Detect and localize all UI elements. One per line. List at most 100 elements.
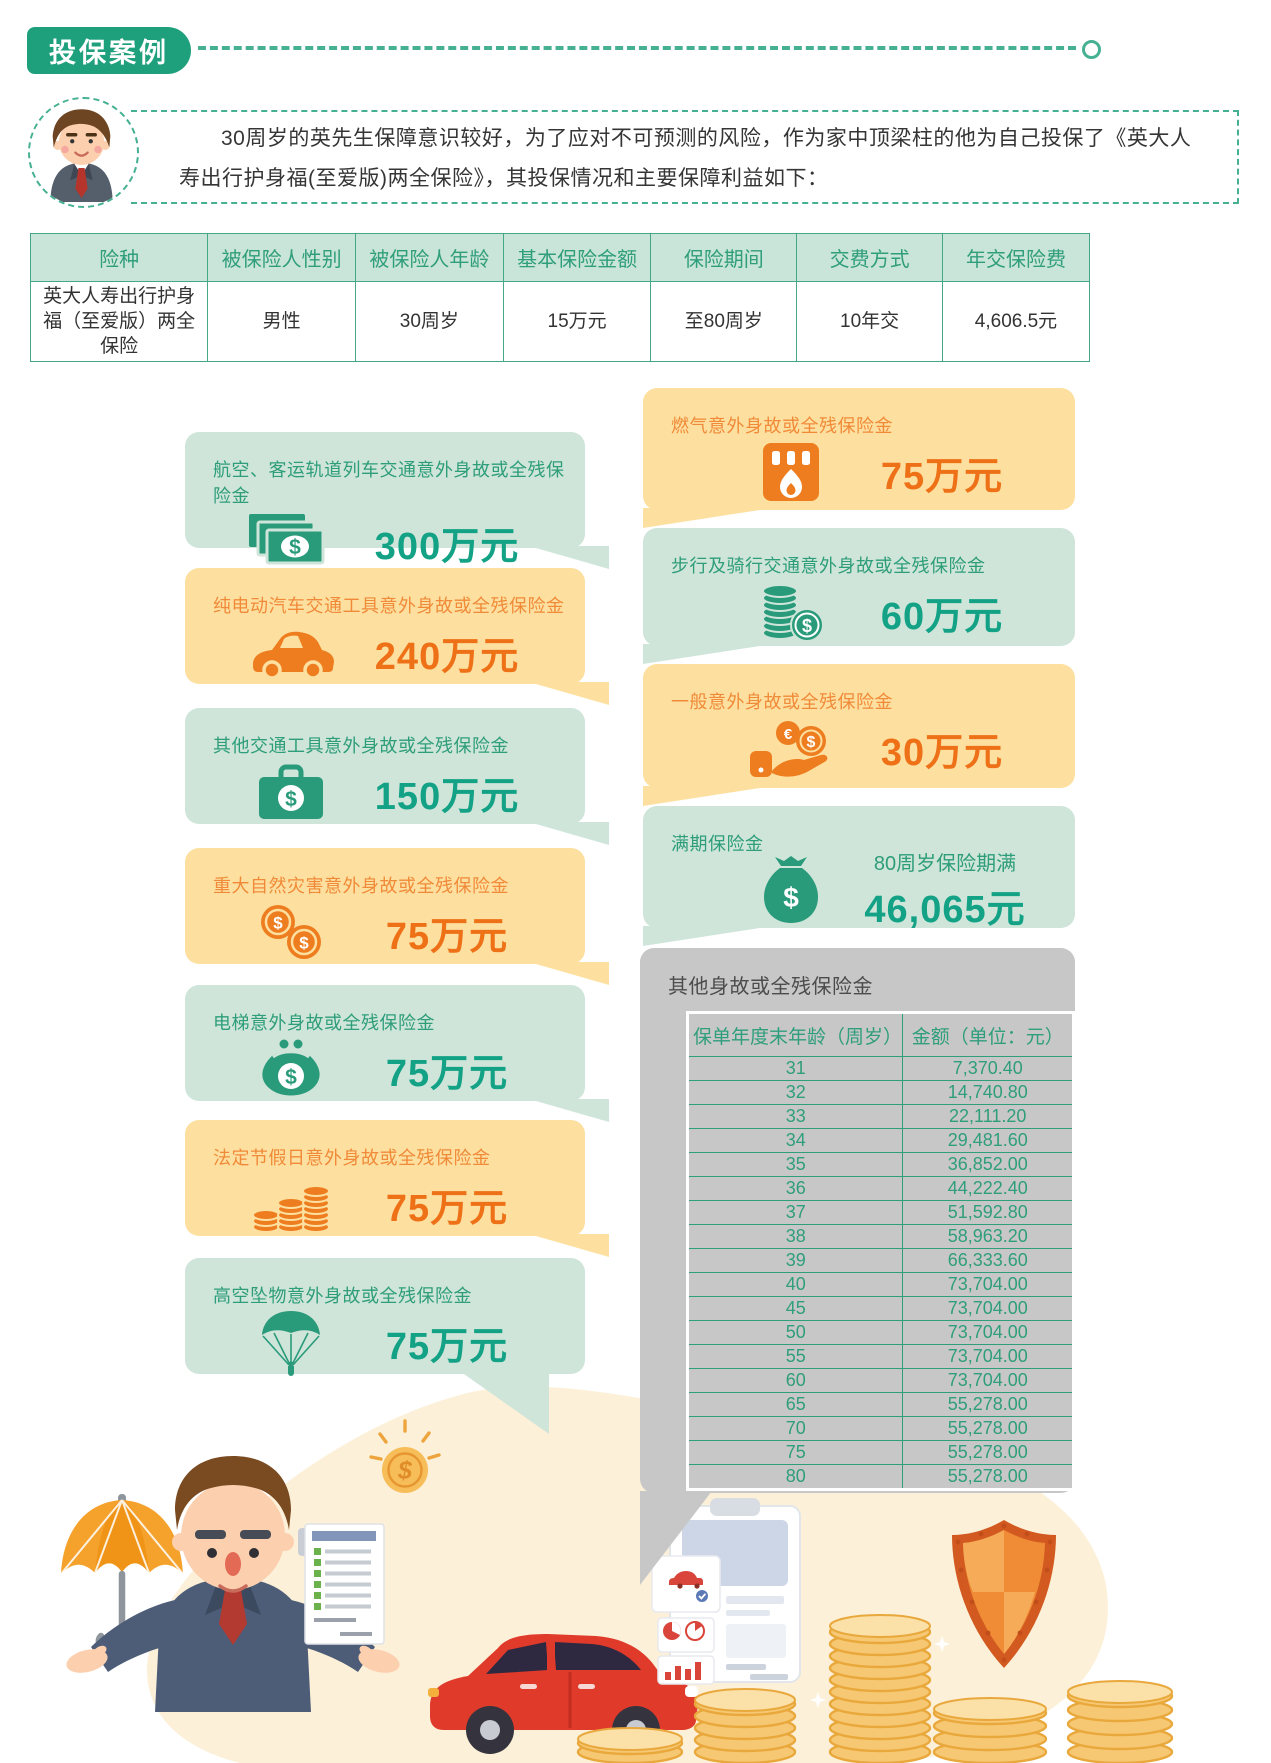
age-amount-table: 保单年度末年龄（周岁） 金额（单位：元） 31 7,370.40 32 14,740.80… xyxy=(686,1011,1075,1491)
age-table-header: 保单年度末年龄（周岁） xyxy=(686,1012,904,1057)
policy-table-data-row: 英大人寿出行护身福（至爱版）两全保险 男性 30周岁 15万元 至80周岁 10年交 4,6… xyxy=(29,281,1091,362)
age-cell: 39 xyxy=(686,1248,904,1273)
amount-cell: 7,370.40 xyxy=(902,1056,1074,1081)
amount-cell: 55,278.00 xyxy=(902,1392,1074,1417)
benefit-card-value: 300万元 xyxy=(374,525,520,568)
policy-column-header: 基本保险金额 xyxy=(502,233,652,282)
age-table-row: 31 7,370.40 xyxy=(686,1056,1074,1081)
age-cell: 33 xyxy=(686,1104,904,1129)
amount-cell: 55,278.00 xyxy=(902,1416,1074,1441)
svg-text:$: $ xyxy=(783,882,799,913)
amount-cell: 55,278.00 xyxy=(902,1464,1074,1490)
policy-column-header: 被保险人年龄 xyxy=(355,233,504,282)
intro-box: 30周岁的英先生保障意识较好，为了应对不可预测的风险，作为家中顶梁柱的他为自己投… xyxy=(131,110,1239,204)
policy-cell: 4,606.5元 xyxy=(941,281,1091,362)
age-cell: 65 xyxy=(686,1392,904,1417)
coin-stacks-icon xyxy=(247,1174,335,1234)
policy-table-header-row: 险种 被保险人性别 被保险人年龄 基本保险金额 保险期间 交费方式 年交保险费 xyxy=(29,233,1091,282)
benefit-card-value: 30万元 xyxy=(880,731,1004,774)
maturity-condition: 80周岁保险期满 xyxy=(873,853,1017,875)
svg-text:$: $ xyxy=(285,788,297,811)
amount-cell: 55,278.00 xyxy=(902,1440,1074,1465)
policy-cell: 15万元 xyxy=(502,281,652,362)
age-table-header: 金额（单位：元） xyxy=(902,1012,1074,1057)
hand-coins-icon: € $ xyxy=(747,715,835,781)
svg-text:$: $ xyxy=(299,934,309,953)
amount-cell: 36,852.00 xyxy=(902,1152,1074,1177)
age-table-row: 75 55,278.00 xyxy=(686,1440,1074,1465)
age-cell: 32 xyxy=(686,1080,904,1105)
age-table-row: 36 44,222.40 xyxy=(686,1176,1074,1201)
gas-heater-icon xyxy=(747,441,835,503)
benefit-card: 法定节假日意外身故或全残保险金 75万元 xyxy=(185,1120,585,1236)
benefit-card: 步行及骑行交通意外身故或全残保险金 $60万元 xyxy=(643,528,1075,646)
age-table-row: 32 14,740.80 xyxy=(686,1080,1074,1105)
benefit-card-value: 75万元 xyxy=(880,455,1004,498)
policy-cell: 英大人寿出行护身福（至爱版）两全保险 xyxy=(29,281,209,362)
svg-text:$: $ xyxy=(802,616,812,636)
amount-cell: 73,704.00 xyxy=(902,1272,1074,1297)
benefit-card-value: 75万元 xyxy=(385,915,509,958)
policy-cell: 30周岁 xyxy=(355,281,504,362)
benefit-card: 高空坠物意外身故或全残保险金 75万元 xyxy=(185,1258,585,1376)
other-benefit-card: 其他身故或全残保险金 保单年度末年龄（周岁） 金额（单位：元） 31 7,370.40 3… xyxy=(640,948,1075,1493)
benefit-card-label: 纯电动汽车交通工具意外身故或全残保险金 xyxy=(213,596,565,616)
benefit-card-label: 航空、客运轨道列车交通意外身故或全残保险金 xyxy=(213,460,565,506)
page-title: 投保案例 xyxy=(27,27,191,74)
age-cell: 70 xyxy=(686,1416,904,1441)
age-table-row: 55 73,704.00 xyxy=(686,1344,1074,1369)
age-table-row: 50 73,704.00 xyxy=(686,1320,1074,1345)
policy-cell: 男性 xyxy=(207,281,356,362)
insurance-report-clipboard xyxy=(650,1498,818,1695)
money-bag-icon: $ xyxy=(747,854,835,926)
parachute-icon xyxy=(247,1308,335,1376)
amount-cell: 73,704.00 xyxy=(902,1368,1074,1393)
benefit-card-label: 其他交通工具意外身故或全残保险金 xyxy=(213,736,509,756)
briefcase-dollar-icon: $ xyxy=(247,763,335,821)
age-cell: 31 xyxy=(686,1056,904,1081)
coins-icon: $ $ xyxy=(247,902,335,962)
benefit-card: 其他交通工具意外身故或全残保险金 $150万元 xyxy=(185,708,585,824)
age-cell: 40 xyxy=(686,1272,904,1297)
benefit-card: 电梯意外身故或全残保险金 $75万元 xyxy=(185,985,585,1101)
benefit-card: 纯电动汽车交通工具意外身故或全残保险金 240万元 xyxy=(185,568,585,684)
policy-column-header: 交费方式 xyxy=(796,233,943,282)
gold-coin-stacks xyxy=(560,1596,1190,1763)
policy-table: 险种 被保险人性别 被保险人年龄 基本保险金额 保险期间 交费方式 年交保险费 英大人寿出行… xyxy=(29,233,1091,362)
policy-column-header: 保险期间 xyxy=(650,233,798,282)
age-table-row: 35 36,852.00 xyxy=(686,1152,1074,1177)
svg-text:$: $ xyxy=(289,536,301,559)
amount-cell: 73,704.00 xyxy=(902,1296,1074,1321)
age-cell: 34 xyxy=(686,1128,904,1153)
benefit-card: 燃气意外身故或全残保险金 75万元 xyxy=(643,388,1075,510)
benefit-card: 重大自然灾害意外身故或全残保险金 $ $75万元 xyxy=(185,848,585,964)
benefit-card-label: 高空坠物意外身故或全残保险金 xyxy=(213,1286,472,1306)
age-cell: 38 xyxy=(686,1224,904,1249)
maturity-value: 46,065元 xyxy=(864,889,1026,931)
policy-cell: 至80周岁 xyxy=(650,281,798,362)
age-table-row: 34 29,481.60 xyxy=(686,1128,1074,1153)
benefit-card-label: 法定节假日意外身故或全残保险金 xyxy=(213,1148,491,1168)
benefit-card-value: 240万元 xyxy=(374,635,520,678)
age-table-row: 40 73,704.00 xyxy=(686,1272,1074,1297)
age-table-row: 60 73,704.00 xyxy=(686,1368,1074,1393)
man-avatar-icon xyxy=(30,99,133,202)
age-table-row: 33 22,111.20 xyxy=(686,1104,1074,1129)
benefit-card-label: 一般意外身故或全残保险金 xyxy=(671,692,893,712)
benefit-card: 航空、客运轨道列车交通意外身故或全残保险金 $300万元 xyxy=(185,432,585,568)
car-icon xyxy=(247,624,335,680)
policyholder-avatar xyxy=(28,97,139,208)
benefit-card-label: 满期保险金 xyxy=(671,834,764,854)
age-cell: 60 xyxy=(686,1368,904,1393)
amount-cell: 22,111.20 xyxy=(902,1104,1074,1129)
amount-cell: 73,704.00 xyxy=(902,1344,1074,1369)
age-cell: 50 xyxy=(686,1320,904,1345)
svg-text:$: $ xyxy=(807,734,816,751)
svg-text:€: € xyxy=(784,726,793,743)
coin-purse-icon: $ xyxy=(247,1038,335,1100)
amount-cell: 58,963.20 xyxy=(902,1224,1074,1249)
age-table-row: 45 73,704.00 xyxy=(686,1296,1074,1321)
dollar-coin-icon: $ xyxy=(368,1412,442,1503)
policy-column-header: 被保险人性别 xyxy=(207,233,356,282)
